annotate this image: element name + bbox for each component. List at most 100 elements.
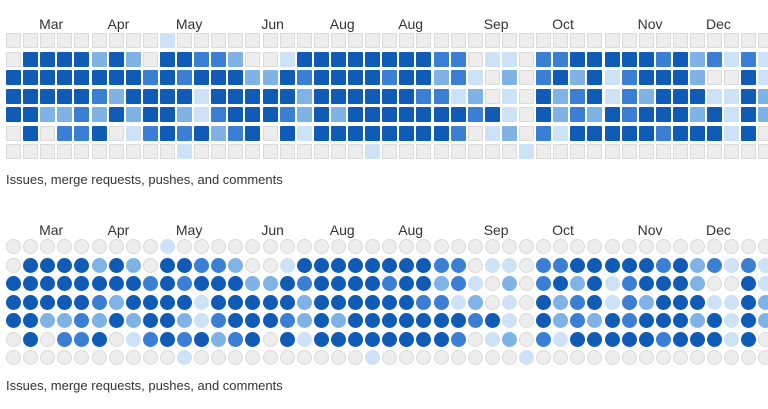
day-cell[interactable] [536,276,552,291]
day-cell[interactable] [313,294,329,310]
day-cell[interactable] [330,51,346,67]
day-cell[interactable] [450,276,466,291]
day-cell[interactable] [330,331,346,347]
day-cell[interactable] [177,331,192,347]
day-cell[interactable] [142,313,158,328]
day-cell[interactable] [672,51,688,67]
day-cell[interactable] [570,239,586,254]
day-cell[interactable] [142,107,158,122]
day-cell[interactable] [108,276,124,291]
day-cell[interactable] [313,239,329,254]
day-cell[interactable] [125,88,141,104]
day-cell[interactable] [758,331,768,347]
day-cell[interactable] [758,294,768,310]
day-cell[interactable] [621,125,637,141]
day-cell[interactable] [621,313,637,328]
day-cell[interactable] [519,125,534,141]
day-cell[interactable] [142,144,158,159]
day-cell[interactable] [638,276,654,291]
day-cell[interactable] [348,350,363,365]
day-cell[interactable] [433,70,449,85]
day-cell[interactable] [519,107,534,122]
day-cell[interactable] [724,331,740,347]
day-cell[interactable] [194,125,210,141]
day-cell[interactable] [382,276,398,291]
day-cell[interactable] [433,88,449,104]
day-cell[interactable] [23,33,39,48]
day-cell[interactable] [142,33,158,48]
day-cell[interactable] [125,239,141,254]
day-cell[interactable] [399,313,415,328]
day-cell[interactable] [741,350,757,365]
day-cell[interactable] [245,70,261,85]
day-cell[interactable] [74,350,90,365]
day-cell[interactable] [245,144,261,159]
day-cell[interactable] [125,313,141,328]
day-cell[interactable] [6,276,21,291]
day-cell[interactable] [655,88,671,104]
day-cell[interactable] [194,350,210,365]
day-cell[interactable] [228,125,244,141]
day-cell[interactable] [690,125,705,141]
day-cell[interactable] [467,33,483,48]
day-cell[interactable] [672,107,688,122]
day-cell[interactable] [228,276,244,291]
day-cell[interactable] [501,144,517,159]
day-cell[interactable] [108,107,124,122]
day-cell[interactable] [672,125,688,141]
day-cell[interactable] [484,350,500,365]
day-cell[interactable] [348,294,363,310]
day-cell[interactable] [604,350,620,365]
day-cell[interactable] [211,331,227,347]
day-cell[interactable] [365,294,381,310]
day-cell[interactable] [211,276,227,291]
day-cell[interactable] [6,294,21,310]
day-cell[interactable] [433,125,449,141]
day-cell[interactable] [536,144,552,159]
day-cell[interactable] [194,51,210,67]
day-cell[interactable] [279,70,295,85]
day-cell[interactable] [399,88,415,104]
day-cell[interactable] [23,51,39,67]
day-cell[interactable] [587,51,603,67]
day-cell[interactable] [416,88,432,104]
day-cell[interactable] [262,350,278,365]
day-cell[interactable] [467,88,483,104]
day-cell[interactable] [228,239,244,254]
day-cell[interactable] [587,239,603,254]
day-cell[interactable] [587,70,603,85]
day-cell[interactable] [159,70,175,85]
day-cell[interactable] [57,239,73,254]
day-cell[interactable] [40,276,56,291]
day-cell[interactable] [330,350,346,365]
day-cell[interactable] [536,70,552,85]
day-cell[interactable] [159,144,175,159]
day-cell[interactable] [570,88,586,104]
day-cell[interactable] [570,313,586,328]
day-cell[interactable] [501,88,517,104]
day-cell[interactable] [416,125,432,141]
day-cell[interactable] [313,144,329,159]
day-cell[interactable] [758,144,768,159]
day-cell[interactable] [279,350,295,365]
day-cell[interactable] [416,294,432,310]
day-cell[interactable] [621,239,637,254]
day-cell[interactable] [416,33,432,48]
day-cell[interactable] [587,125,603,141]
day-cell[interactable] [621,257,637,273]
day-cell[interactable] [587,350,603,365]
day-cell[interactable] [519,88,534,104]
day-cell[interactable] [519,257,534,273]
day-cell[interactable] [450,33,466,48]
day-cell[interactable] [330,294,346,310]
day-cell[interactable] [707,107,723,122]
day-cell[interactable] [74,276,90,291]
day-cell[interactable] [313,276,329,291]
day-cell[interactable] [228,144,244,159]
day-cell[interactable] [655,107,671,122]
day-cell[interactable] [279,313,295,328]
day-cell[interactable] [621,331,637,347]
day-cell[interactable] [433,33,449,48]
day-cell[interactable] [519,239,534,254]
day-cell[interactable] [262,70,278,85]
